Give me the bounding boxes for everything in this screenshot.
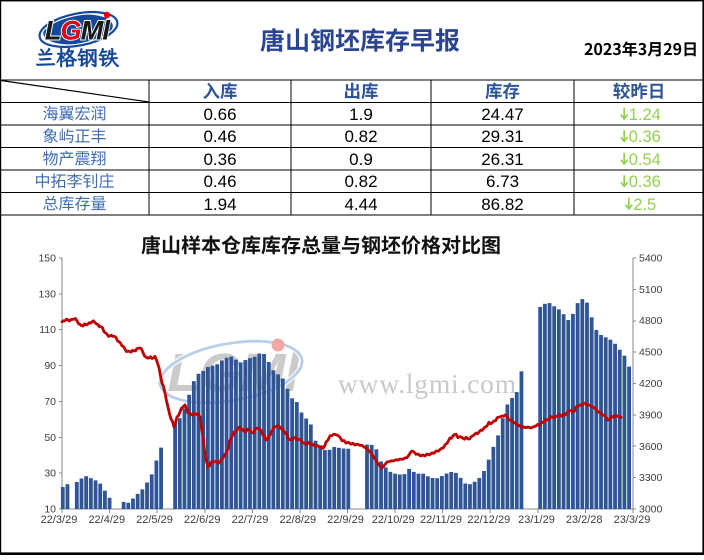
svg-text:3900: 3900 — [639, 409, 663, 421]
svg-text:70: 70 — [44, 396, 56, 408]
svg-text:22/8/29: 22/8/29 — [279, 514, 316, 526]
svg-text:3000: 3000 — [639, 504, 663, 516]
svg-text:22/3/29: 22/3/29 — [41, 514, 78, 526]
svg-text:4800: 4800 — [639, 315, 663, 327]
svg-text:0.82: 0.82 — [344, 172, 377, 191]
svg-text:22/10/29: 22/10/29 — [372, 514, 415, 526]
svg-text:22/11/29: 22/11/29 — [420, 514, 462, 526]
svg-text:23/3/29: 23/3/29 — [614, 514, 651, 526]
svg-text:1.94: 1.94 — [203, 195, 236, 214]
svg-text:4200: 4200 — [639, 378, 663, 390]
svg-text:24.47: 24.47 — [481, 105, 524, 124]
svg-text:110: 110 — [39, 324, 56, 336]
svg-text:0.9: 0.9 — [349, 150, 373, 169]
svg-text:0.46: 0.46 — [203, 172, 236, 191]
svg-text:0.36: 0.36 — [629, 128, 661, 146]
svg-text:23/1/29: 23/1/29 — [518, 514, 555, 526]
svg-text:23/2/28: 23/2/28 — [566, 514, 603, 526]
svg-text:1.24: 1.24 — [629, 106, 661, 124]
svg-text:22/7/29: 22/7/29 — [232, 514, 269, 526]
svg-text:4500: 4500 — [639, 347, 663, 359]
svg-text:86.82: 86.82 — [481, 195, 524, 214]
svg-text:5100: 5100 — [639, 284, 663, 296]
svg-text:0.36: 0.36 — [629, 173, 661, 191]
svg-text:0.54: 0.54 — [629, 151, 661, 169]
svg-text:22/12/29: 22/12/29 — [467, 514, 510, 526]
svg-text:90: 90 — [44, 360, 56, 372]
svg-text:22/4/29: 22/4/29 — [88, 514, 125, 526]
svg-text:150: 150 — [38, 253, 56, 265]
svg-text:0.66: 0.66 — [203, 105, 236, 124]
svg-text:22/9/29: 22/9/29 — [327, 514, 364, 526]
svg-text:www.lgmi.com: www.lgmi.com — [338, 368, 517, 399]
svg-text:22/5/29: 22/5/29 — [136, 514, 173, 526]
svg-text:26.31: 26.31 — [481, 150, 524, 169]
svg-text:3600: 3600 — [639, 441, 663, 453]
svg-text:3300: 3300 — [639, 472, 663, 484]
svg-text:4.44: 4.44 — [344, 195, 377, 214]
svg-text:30: 30 — [44, 468, 56, 480]
svg-text:5400: 5400 — [639, 253, 663, 265]
svg-text:22/6/29: 22/6/29 — [184, 514, 221, 526]
svg-text:10: 10 — [44, 504, 56, 516]
svg-text:0.36: 0.36 — [203, 150, 236, 169]
svg-text:1.9: 1.9 — [349, 105, 373, 124]
svg-text:50: 50 — [44, 432, 56, 444]
svg-text:130: 130 — [38, 288, 56, 300]
svg-text:29.31: 29.31 — [481, 127, 524, 146]
svg-text:LGMl: LGMl — [45, 16, 111, 46]
svg-text:LGMl: LGMl — [168, 343, 301, 403]
svg-text:2.5: 2.5 — [633, 196, 656, 214]
svg-text:LGMl: LGMl — [45, 16, 111, 46]
svg-text:6.73: 6.73 — [486, 172, 519, 191]
svg-text:0.82: 0.82 — [344, 127, 377, 146]
svg-text:0.46: 0.46 — [203, 127, 236, 146]
